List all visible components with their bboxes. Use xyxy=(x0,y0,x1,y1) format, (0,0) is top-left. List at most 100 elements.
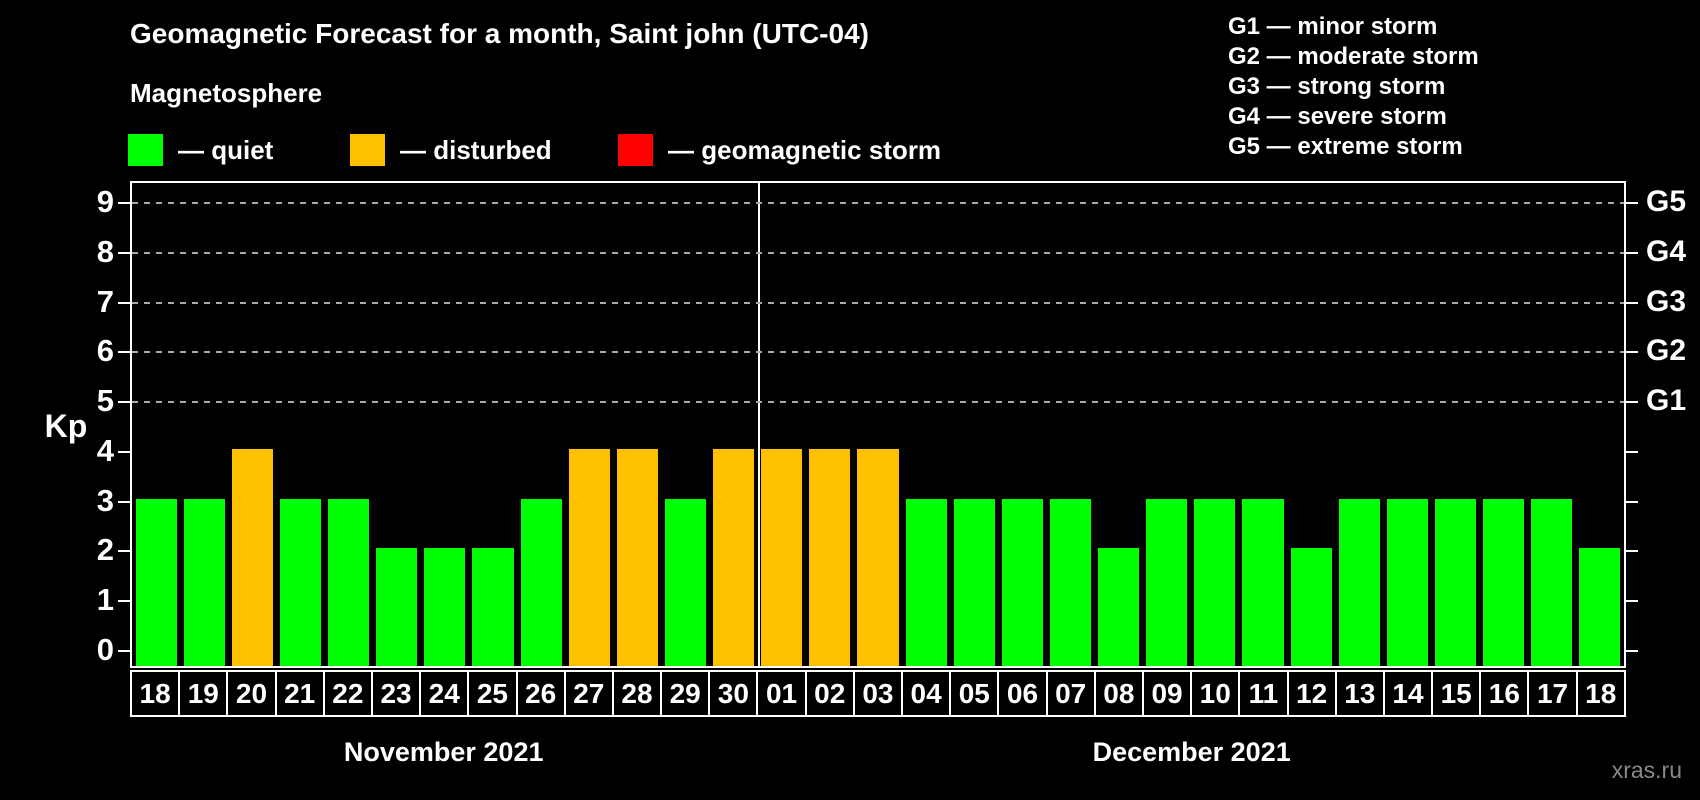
day-label-22: 22 xyxy=(322,670,373,717)
day-label-18: 18 xyxy=(1575,670,1626,717)
day-label-17: 17 xyxy=(1527,670,1578,717)
kp-bar-12-value-2 xyxy=(1290,548,1332,666)
bar-slot-day-08 xyxy=(1095,183,1143,666)
bar-slot-day-27 xyxy=(565,183,613,666)
day-label-02: 02 xyxy=(804,670,855,717)
bar-slot-day-19 xyxy=(180,183,228,666)
kp-bar-19-value-3 xyxy=(183,498,225,666)
y-tick-label-7: 7 xyxy=(96,283,114,319)
day-label-07: 07 xyxy=(1045,670,1096,717)
left-tick-kp-4 xyxy=(118,450,130,453)
kp-bar-09-value-3 xyxy=(1146,498,1188,666)
kp-bar-18-value-2 xyxy=(1579,548,1621,666)
x-axis-day-labels: 18 19 20 21 22 23 24 25 26 27 28 29 30 01 02 03 04 05 06 07… xyxy=(130,670,1626,717)
bar-series xyxy=(132,183,1624,666)
kp-bar-14-value-3 xyxy=(1386,498,1428,666)
month-labels-row: November 2021 December 2021 xyxy=(130,737,1626,768)
kp-bar-11-value-3 xyxy=(1242,498,1284,666)
bar-slot-day-02 xyxy=(806,183,854,666)
bar-slot-day-23 xyxy=(373,183,421,666)
magnetosphere-label: Magnetosphere xyxy=(130,78,323,108)
g-legend-line: G1 — minor storm xyxy=(1228,13,1438,40)
day-label-21: 21 xyxy=(274,670,325,717)
y-tick-label-6: 6 xyxy=(96,333,114,369)
left-tick-kp-8 xyxy=(118,251,130,254)
bar-slot-day-09 xyxy=(1143,183,1191,666)
gridline-kp-5 xyxy=(132,401,1624,404)
bar-slot-day-29 xyxy=(661,183,709,666)
bar-slot-day-16 xyxy=(1480,183,1528,666)
chart-plot-area xyxy=(118,181,1638,668)
kp-bar-29-value-3 xyxy=(664,498,706,666)
right-tick-kp-7 xyxy=(1626,301,1638,304)
kp-bar-02-value-4 xyxy=(809,448,851,666)
kp-bar-03-value-4 xyxy=(857,448,899,666)
legend-swatch-storm xyxy=(618,134,653,166)
bar-slot-day-26 xyxy=(517,183,565,666)
day-label-06: 06 xyxy=(997,670,1048,717)
day-label-23: 23 xyxy=(370,670,422,717)
day-label-14: 14 xyxy=(1382,670,1434,717)
kp-bar-24-value-2 xyxy=(424,548,466,666)
right-tick-kp-3 xyxy=(1626,500,1638,503)
kp-bar-01-value-4 xyxy=(761,448,803,666)
bar-slot-day-12 xyxy=(1287,183,1335,666)
day-label-16: 16 xyxy=(1479,670,1530,717)
kp-bar-22-value-3 xyxy=(328,498,370,666)
g-scale-legend: G1 — minor storm G2 — moderate storm G3 … xyxy=(1228,12,1479,162)
left-tick-kp-0 xyxy=(118,650,130,652)
day-label-27: 27 xyxy=(563,670,614,717)
left-tick-kp-9 xyxy=(118,201,130,204)
right-axis-label-g5: G5 xyxy=(1646,184,1687,218)
gridline-kp-8 xyxy=(132,251,1624,254)
bar-slot-day-05 xyxy=(950,183,998,666)
kp-bar-15-value-3 xyxy=(1434,498,1476,666)
y-tick-label-3: 3 xyxy=(96,482,114,518)
left-tick-kp-1 xyxy=(118,600,130,603)
kp-bar-06-value-3 xyxy=(1001,498,1043,666)
day-label-08: 08 xyxy=(1093,670,1144,717)
right-tick-kp-0 xyxy=(1626,650,1638,652)
day-label-15: 15 xyxy=(1431,670,1482,717)
bar-slot-day-10 xyxy=(1191,183,1239,666)
bar-slot-day-06 xyxy=(998,183,1046,666)
bar-slot-day-25 xyxy=(469,183,517,666)
right-axis-label-g1: G1 xyxy=(1646,384,1687,418)
kp-bar-30-value-4 xyxy=(713,448,755,666)
bar-slot-day-22 xyxy=(325,183,373,666)
left-tick-kp-7 xyxy=(118,301,130,304)
y-tick-label-4: 4 xyxy=(96,432,114,468)
month-label-november: November 2021 xyxy=(343,737,544,767)
page-title: Geomagnetic Forecast for a month, Saint … xyxy=(130,18,869,49)
day-label-20: 20 xyxy=(226,670,277,717)
legend-label-disturbed: — disturbed xyxy=(400,135,552,165)
right-tick-kp-6 xyxy=(1626,351,1638,354)
y-tick-label-5: 5 xyxy=(96,383,114,419)
day-label-09: 09 xyxy=(1141,670,1193,717)
day-label-19: 19 xyxy=(178,670,229,717)
bar-slot-day-21 xyxy=(276,183,324,666)
g-legend-line: G5 — extreme storm xyxy=(1228,133,1463,160)
bar-slot-day-15 xyxy=(1431,183,1479,666)
left-tick-kp-5 xyxy=(118,401,130,404)
kp-bar-05-value-3 xyxy=(953,498,995,666)
right-axis-label-g4: G4 xyxy=(1646,234,1687,268)
bar-slot-day-01 xyxy=(758,183,806,666)
y-tick-label-1: 1 xyxy=(96,582,114,618)
kp-bar-18-value-3 xyxy=(135,498,177,666)
kp-bar-20-value-4 xyxy=(231,448,273,666)
left-tick-kp-3 xyxy=(118,500,130,503)
g-legend-line: G3 — strong storm xyxy=(1228,73,1446,100)
gridline-kp-9 xyxy=(132,201,1624,204)
day-label-26: 26 xyxy=(515,670,566,717)
y-tick-label-0: 0 xyxy=(96,632,114,667)
day-label-04: 04 xyxy=(901,670,952,717)
bar-slot-day-20 xyxy=(228,183,276,666)
bar-slot-day-28 xyxy=(613,183,661,666)
kp-bar-13-value-3 xyxy=(1338,498,1380,666)
y-tick-label-9: 9 xyxy=(96,183,114,219)
right-tick-kp-8 xyxy=(1626,251,1638,254)
bar-slot-day-13 xyxy=(1335,183,1383,666)
day-label-05: 05 xyxy=(949,670,1000,717)
month-label-december: December 2021 xyxy=(1092,737,1291,767)
